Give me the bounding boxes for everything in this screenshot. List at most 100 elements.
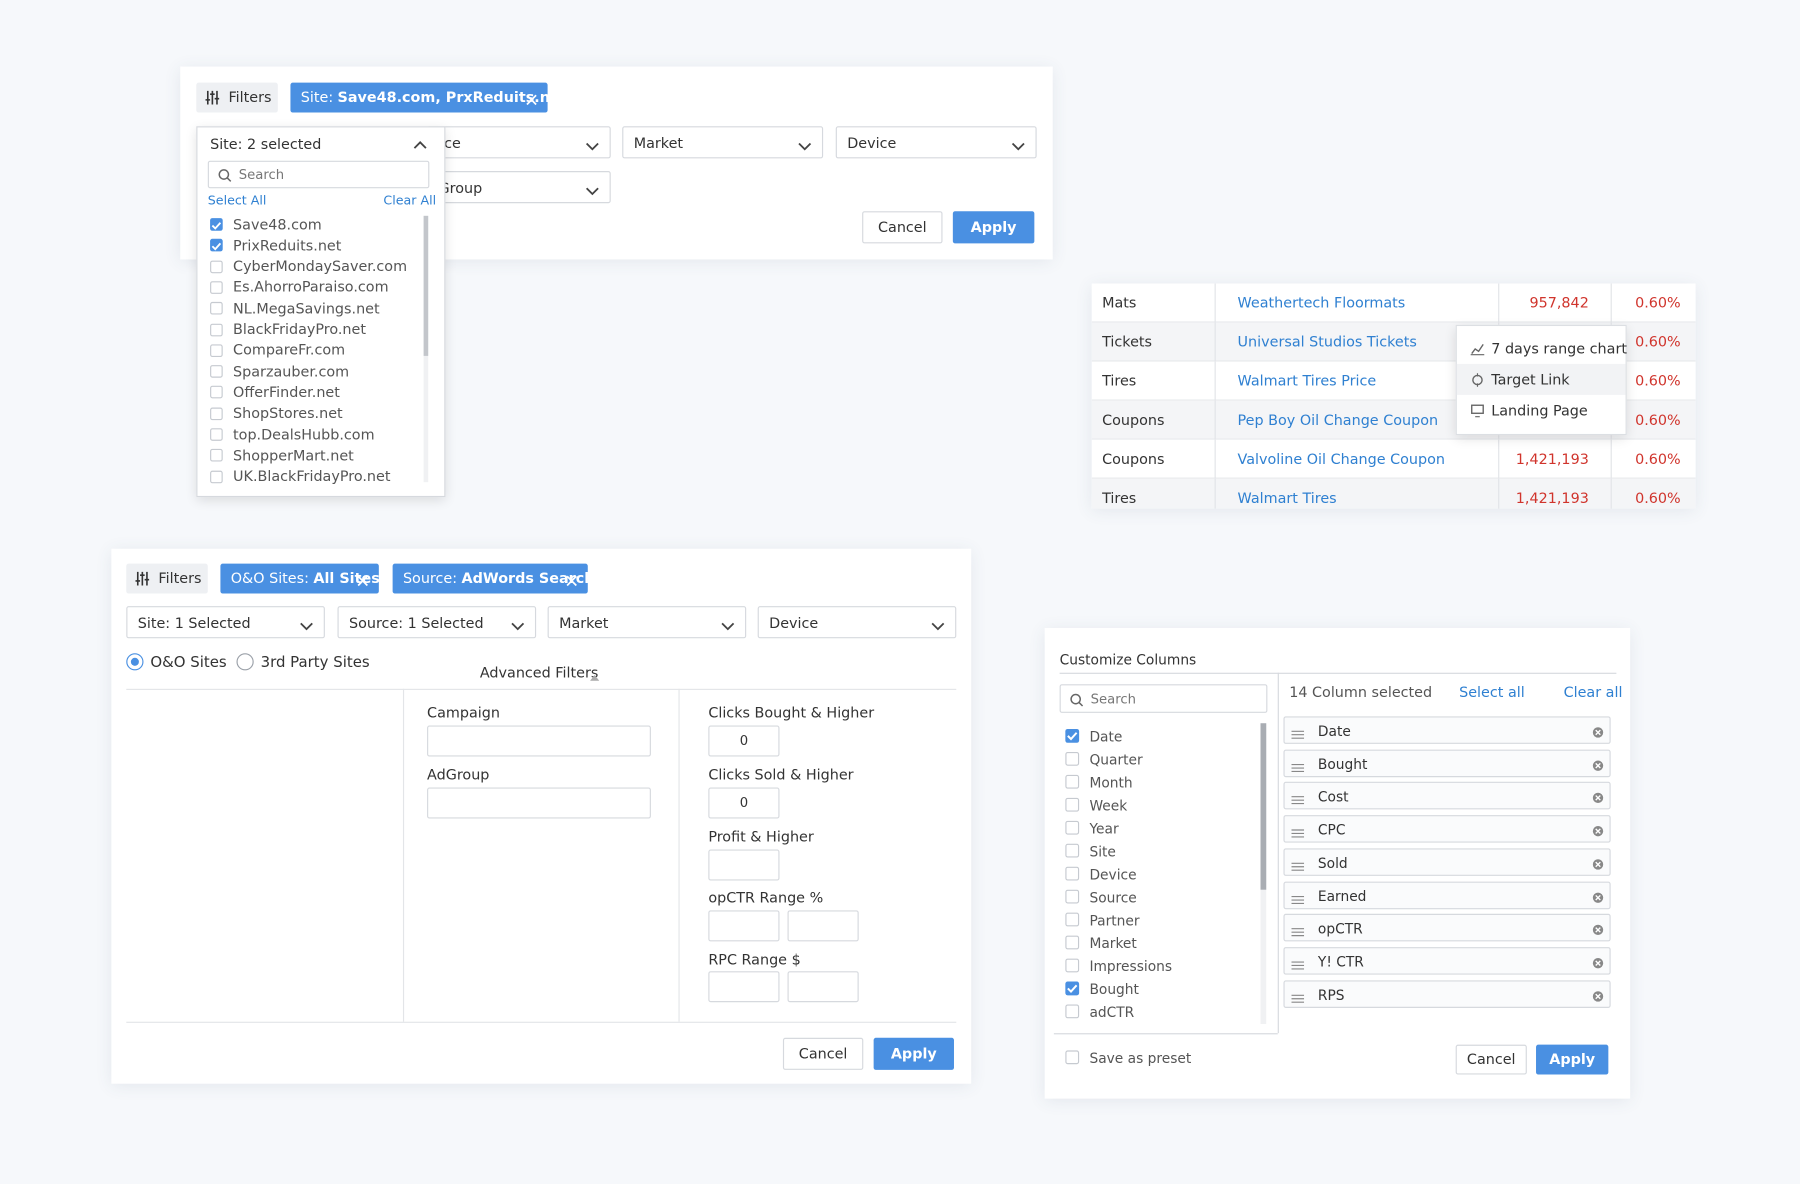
checkbox[interactable] [210, 428, 223, 441]
checkbox[interactable] [210, 302, 223, 315]
selected-column[interactable]: Y! CTR [1283, 946, 1611, 975]
selected-column[interactable]: Earned [1283, 881, 1611, 909]
campaign-input[interactable] [427, 725, 651, 757]
checkbox[interactable] [210, 344, 223, 357]
checkbox[interactable] [210, 281, 223, 294]
site-option[interactable]: UK.BlackFridayPro.net [233, 467, 391, 485]
column-option[interactable]: Year [1089, 820, 1119, 837]
checkbox[interactable] [1065, 728, 1080, 743]
radio-label[interactable]: 3rd Party Sites [260, 654, 370, 672]
selected-column[interactable]: CPC [1283, 815, 1611, 843]
checkbox[interactable] [210, 407, 223, 420]
selected-column[interactable]: Sold [1283, 848, 1611, 876]
site-option[interactable]: CyberMondaySaver.com [233, 257, 408, 275]
dropdown[interactable]: Group [427, 171, 611, 204]
search-box[interactable]: Search [207, 160, 430, 189]
filters-button[interactable]: Filters [196, 82, 278, 113]
column-option[interactable]: Market [1089, 935, 1137, 952]
number-input[interactable] [787, 910, 859, 942]
checkbox[interactable] [1065, 866, 1080, 881]
button[interactable]: Cancel [1455, 1044, 1527, 1075]
radio-button[interactable] [236, 653, 254, 671]
dropdown[interactable]: rce [427, 126, 611, 159]
keyword-link[interactable]: Walmart Tires Price [1237, 371, 1377, 390]
button[interactable]: Apply [873, 1037, 954, 1070]
number-input[interactable] [708, 849, 780, 881]
checkbox[interactable] [1065, 958, 1080, 973]
checkbox[interactable] [210, 260, 223, 273]
column-option[interactable]: Partner [1089, 912, 1140, 929]
filter-chip[interactable]: Site: Save48.com, PrxReduits.net [290, 82, 567, 113]
number-input[interactable]: 0 [708, 725, 780, 757]
column-option[interactable]: Month [1089, 774, 1133, 791]
checkbox[interactable] [1065, 751, 1080, 766]
number-input[interactable] [708, 910, 780, 942]
checkbox[interactable] [1065, 797, 1080, 812]
checkbox[interactable] [210, 218, 223, 231]
site-option[interactable]: CompareFr.com [233, 341, 346, 359]
dropdown[interactable]: Source: 1 Selected [337, 606, 537, 639]
checkbox[interactable] [1065, 935, 1080, 950]
column-option[interactable]: Bought [1089, 981, 1139, 998]
radio-button[interactable] [126, 653, 144, 671]
number-input[interactable]: 0 [708, 787, 780, 819]
checkbox[interactable] [1065, 889, 1080, 904]
site-option[interactable]: top.DealsHubb.com [233, 425, 375, 443]
column-option[interactable]: adCTR [1089, 1004, 1135, 1021]
button[interactable]: Apply [1536, 1044, 1609, 1075]
search-box[interactable]: Search [1059, 684, 1268, 713]
column-option[interactable]: Device [1089, 866, 1137, 883]
dropdown[interactable]: Device [835, 126, 1037, 159]
selected-column[interactable]: Date [1283, 716, 1611, 744]
context-menu-item[interactable]: Target Link [1456, 363, 1626, 395]
adgroup-input[interactable] [427, 787, 651, 819]
clear-all-link[interactable]: Clear All [383, 192, 437, 208]
column-option[interactable]: Impressions [1089, 958, 1173, 975]
column-option[interactable]: Source [1089, 889, 1137, 906]
dropdown[interactable]: Market [547, 606, 747, 639]
keyword-link[interactable]: Pep Boy Oil Change Coupon [1237, 410, 1439, 429]
filter-chip[interactable]: Source: AdWords Search [392, 563, 595, 594]
site-option[interactable]: ShopperMart.net [233, 446, 354, 464]
radio-label[interactable]: O&O Sites [150, 654, 227, 672]
selected-column[interactable]: Cost [1283, 782, 1611, 810]
filters-button[interactable]: Filters [126, 563, 208, 594]
keyword-link[interactable]: Valvoline Oil Change Coupon [1237, 450, 1445, 468]
dropdown[interactable]: Market [622, 126, 824, 159]
checkbox[interactable] [210, 239, 223, 252]
site-option[interactable]: Es.AhorroParaiso.com [233, 278, 389, 296]
checkbox[interactable] [1065, 981, 1080, 996]
site-option[interactable]: OfferFinder.net [233, 383, 340, 401]
site-option[interactable]: NL.MegaSavings.net [233, 299, 380, 317]
select-all-link[interactable]: Select all [1459, 683, 1525, 701]
selected-column[interactable]: Bought [1283, 749, 1611, 777]
selected-column[interactable]: RPS [1283, 979, 1611, 1008]
column-option[interactable]: Date [1089, 728, 1123, 746]
context-menu-item[interactable]: Landing Page [1457, 395, 1626, 426]
checkbox[interactable] [1065, 1050, 1080, 1065]
checkbox[interactable] [210, 449, 223, 462]
button[interactable]: Cancel [862, 211, 943, 244]
number-input[interactable] [787, 971, 859, 1003]
checkbox[interactable] [1065, 774, 1080, 789]
button[interactable]: Apply [952, 211, 1035, 244]
dropdown[interactable]: Device [757, 606, 957, 639]
number-input[interactable] [708, 971, 780, 1003]
site-option[interactable]: PrixReduits.net [233, 236, 342, 254]
site-option[interactable]: Save48.com [233, 215, 322, 233]
checkbox[interactable] [210, 323, 223, 336]
checkbox[interactable] [210, 470, 223, 483]
site-option[interactable]: ShopStores.net [233, 404, 343, 422]
checkbox[interactable] [1065, 843, 1080, 858]
checkbox[interactable] [210, 386, 223, 399]
keyword-link[interactable]: Universal Studios Tickets [1237, 332, 1417, 351]
column-option[interactable]: Quarter [1089, 751, 1143, 769]
checkbox[interactable] [1065, 820, 1080, 835]
context-menu-item[interactable]: 7 days range chart [1457, 333, 1627, 364]
select-all-link[interactable]: Select All [207, 192, 267, 208]
keyword-link[interactable]: Weathertech Floormats [1237, 293, 1406, 312]
advanced-toggle[interactable]: Advanced Filters [479, 663, 599, 681]
keyword-link[interactable]: Walmart Tires [1237, 489, 1337, 507]
site-option[interactable]: BlackFridayPro.net [233, 320, 366, 338]
checkbox[interactable] [210, 365, 223, 378]
